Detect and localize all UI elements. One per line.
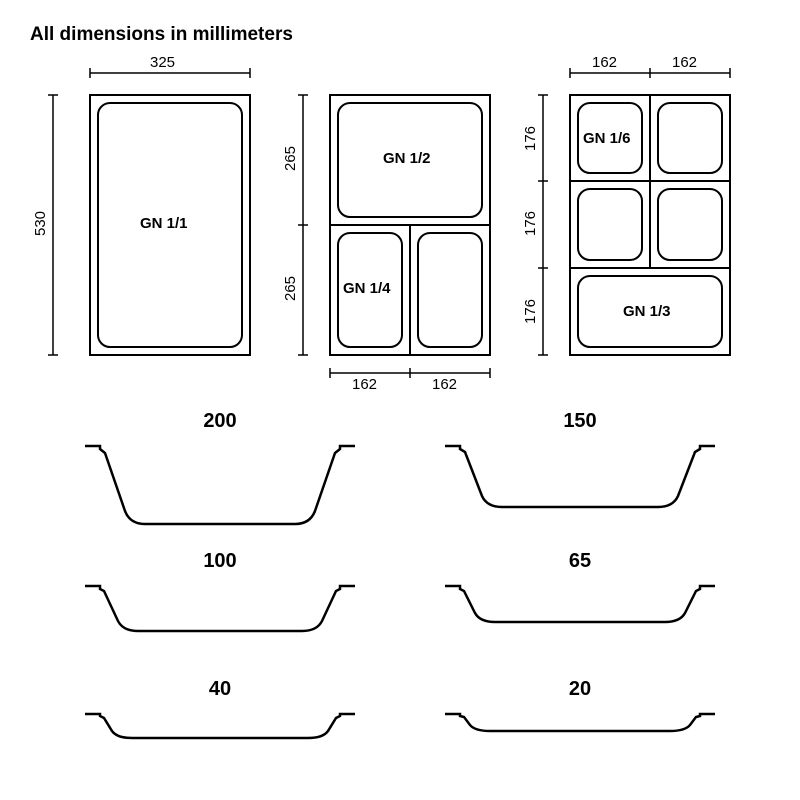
gn16-width-right: 162 — [672, 54, 697, 71]
gn13-label: GN 1/3 — [623, 303, 671, 320]
gn16-height-2: 176 — [522, 211, 539, 236]
pan-depths: 200 150 100 65 40 20 — [0, 400, 800, 800]
pan-65-label: 65 — [440, 550, 720, 573]
gn14-height-dim: 265 — [282, 276, 299, 301]
pan-40-label: 40 — [80, 678, 360, 701]
gn12-14-diagram: 265 265 162 162 GN 1/2 GN 1/4 — [290, 60, 500, 400]
pan-200: 200 — [80, 410, 360, 536]
pan-100-shape — [80, 581, 360, 639]
pan-150-label: 150 — [440, 410, 720, 433]
gn11-height-dim: 530 — [32, 211, 49, 236]
pan-20-shape — [440, 709, 720, 737]
gn14-width-left: 162 — [352, 376, 377, 393]
gn14-label: GN 1/4 — [343, 280, 391, 297]
pan-100: 100 — [80, 550, 360, 644]
pan-100-label: 100 — [80, 550, 360, 573]
gn16-height-3: 176 — [522, 299, 539, 324]
gn12-height-dim: 265 — [282, 146, 299, 171]
gn11-diagram: 325 530 GN 1/1 — [40, 60, 270, 390]
pan-20: 20 — [440, 678, 720, 742]
gn16-13-diagram: 162 162 176 176 176 GN 1/6 GN 1/3 — [530, 60, 770, 390]
page-title: All dimensions in millimeters — [30, 24, 293, 46]
pan-65: 65 — [440, 550, 720, 634]
gn11-width-dim: 325 — [150, 54, 175, 71]
pan-65-shape — [440, 581, 720, 629]
pan-200-shape — [80, 441, 360, 531]
pan-150-shape — [440, 441, 720, 516]
pan-200-label: 200 — [80, 410, 360, 433]
pan-150: 150 — [440, 410, 720, 521]
pan-40: 40 — [80, 678, 360, 749]
top-diagrams: 325 530 GN 1/1 — [0, 60, 800, 400]
gn16-height-1: 176 — [522, 126, 539, 151]
gn16-label: GN 1/6 — [583, 130, 631, 147]
gn14-width-right: 162 — [432, 376, 457, 393]
pan-20-label: 20 — [440, 678, 720, 701]
pan-40-shape — [80, 709, 360, 744]
gn12-label: GN 1/2 — [383, 150, 431, 167]
gn16-width-left: 162 — [592, 54, 617, 71]
gn11-label: GN 1/1 — [140, 215, 188, 232]
